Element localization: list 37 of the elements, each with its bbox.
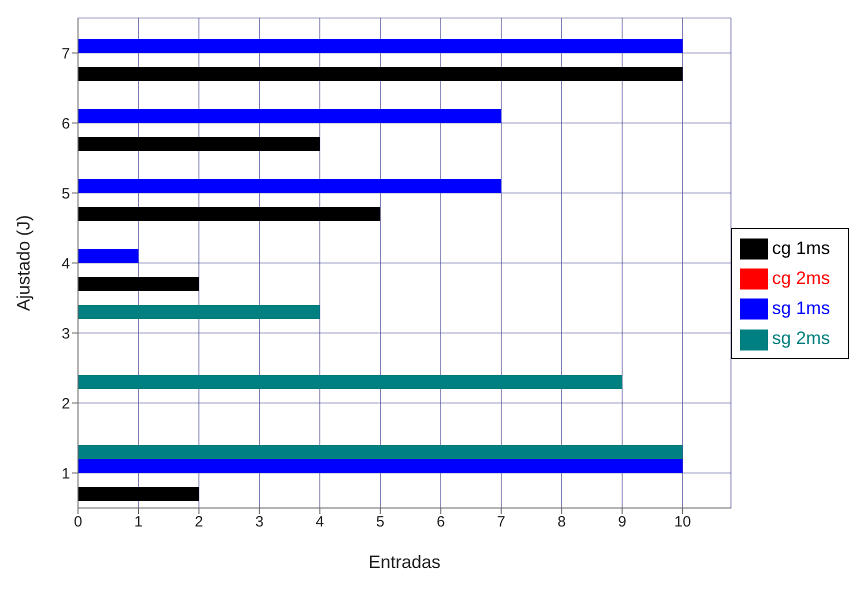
bar <box>78 179 502 193</box>
bar <box>78 305 320 319</box>
bar <box>78 487 199 501</box>
x-axis-title: Entradas <box>368 552 441 572</box>
x-tick-label: 0 <box>74 514 82 531</box>
y-axis-title: Ajustado (J) <box>13 214 34 312</box>
y-tick-label: 5 <box>62 185 70 202</box>
bar <box>78 375 622 389</box>
bar <box>78 277 199 291</box>
x-tick-label: 10 <box>674 514 691 531</box>
bar <box>78 67 683 81</box>
bar <box>78 459 683 473</box>
x-tick-label: 6 <box>436 514 445 531</box>
x-tick-label: 8 <box>558 514 566 531</box>
x-tick-label: 3 <box>255 514 264 531</box>
y-tick-label: 4 <box>62 255 70 272</box>
legend-label: sg 1ms <box>772 298 830 318</box>
legend-label: sg 2ms <box>772 328 830 348</box>
legend-label: cg 1ms <box>772 238 830 258</box>
y-tick-label: 7 <box>62 45 70 62</box>
bar <box>78 249 138 263</box>
y-tick-label: 3 <box>62 325 70 342</box>
bar <box>78 137 320 151</box>
bar <box>78 39 683 53</box>
y-tick-label: 2 <box>62 395 70 412</box>
legend-label: cg 2ms <box>772 268 830 288</box>
x-tick-label: 7 <box>497 514 506 531</box>
x-tick-label: 9 <box>618 514 626 531</box>
y-tick-label: 6 <box>62 115 70 132</box>
x-tick-label: 2 <box>194 514 204 531</box>
bar <box>78 109 502 123</box>
bar <box>78 207 380 221</box>
y-tick-label: 1 <box>62 465 70 482</box>
x-tick-label: 4 <box>316 514 324 531</box>
x-tick-label: 1 <box>134 514 143 531</box>
bar <box>78 445 683 459</box>
x-tick-label: 5 <box>376 514 384 531</box>
